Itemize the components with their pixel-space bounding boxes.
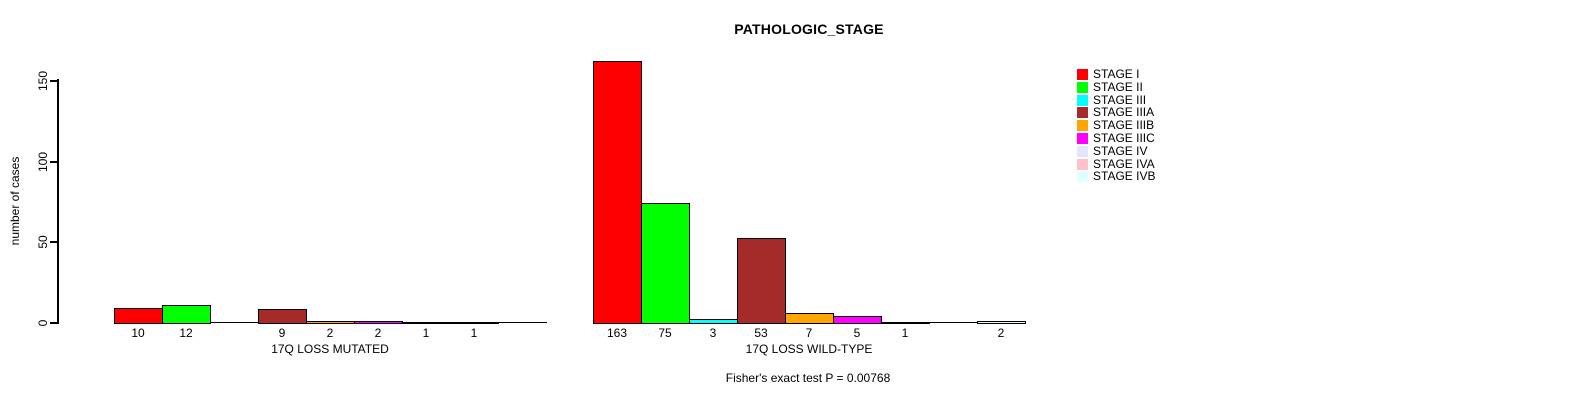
bar-value-label: 2 bbox=[326, 326, 334, 340]
y-tick-label: 100 bbox=[36, 151, 50, 173]
legend-swatch bbox=[1077, 133, 1088, 144]
bar-value-label: 53 bbox=[754, 326, 768, 340]
bar-stage-iiia bbox=[258, 309, 307, 324]
bar-stage-iiib bbox=[785, 313, 834, 324]
legend-swatch bbox=[1077, 107, 1088, 118]
bar-value-label: 12 bbox=[179, 326, 193, 340]
bar-stage-ivb bbox=[977, 321, 1026, 324]
legend-label: STAGE IVB bbox=[1093, 169, 1156, 183]
y-axis-line bbox=[57, 79, 59, 324]
chart-title: PATHOLOGIC_STAGE bbox=[734, 21, 884, 37]
bar-stage-iiic bbox=[354, 321, 403, 324]
y-tick-label: 0 bbox=[36, 319, 50, 327]
bar-stage-iv bbox=[881, 322, 930, 324]
x-group-label: 17Q LOSS WILD-TYPE bbox=[745, 342, 873, 356]
bar-stage-iiib bbox=[306, 321, 355, 324]
legend-label: STAGE I bbox=[1093, 67, 1140, 81]
legend-label: STAGE IVA bbox=[1093, 157, 1155, 171]
bar-stage-iva bbox=[929, 322, 978, 323]
legend-swatch bbox=[1077, 95, 1088, 106]
bar-stage-i bbox=[593, 61, 642, 324]
y-tick-label: 50 bbox=[36, 235, 50, 249]
bar-stage-iii bbox=[689, 319, 738, 324]
bar-value-label: 10 bbox=[131, 326, 145, 340]
legend-label: STAGE III bbox=[1093, 93, 1147, 107]
bar-value-label: 7 bbox=[805, 326, 813, 340]
legend-swatch bbox=[1077, 82, 1088, 93]
y-tick bbox=[50, 80, 58, 82]
legend-label: STAGE II bbox=[1093, 80, 1143, 94]
bar-stage-ii bbox=[162, 305, 211, 324]
bar-stage-iii bbox=[210, 322, 259, 323]
legend-swatch bbox=[1077, 159, 1088, 170]
bar-value-label: 9 bbox=[278, 326, 286, 340]
bar-stage-iva bbox=[450, 322, 499, 324]
y-tick bbox=[50, 161, 58, 163]
bar-stage-iiic bbox=[833, 316, 882, 324]
legend-swatch bbox=[1077, 69, 1088, 80]
y-axis-label: number of cases bbox=[8, 156, 22, 246]
annotation-fisher-test: Fisher's exact test P = 0.00768 bbox=[725, 371, 891, 385]
bar-value-label: 1 bbox=[470, 326, 478, 340]
y-tick bbox=[50, 322, 58, 324]
bar-stage-ivb bbox=[498, 322, 547, 323]
bar-value-label: 2 bbox=[997, 326, 1005, 340]
legend-label: STAGE IIIA bbox=[1093, 105, 1155, 119]
legend-swatch bbox=[1077, 171, 1088, 182]
bar-stage-ii bbox=[641, 203, 690, 324]
legend-label: STAGE IIIC bbox=[1093, 131, 1155, 145]
x-group-label: 17Q LOSS MUTATED bbox=[271, 342, 389, 356]
bar-value-label: 3 bbox=[709, 326, 717, 340]
y-tick bbox=[50, 241, 58, 243]
legend-swatch bbox=[1077, 120, 1088, 131]
bar-value-label: 2 bbox=[374, 326, 382, 340]
legend-label: STAGE IIIB bbox=[1093, 118, 1155, 132]
legend-swatch bbox=[1077, 146, 1088, 157]
y-tick-label: 150 bbox=[36, 70, 50, 92]
bar-value-label: 1 bbox=[901, 326, 909, 340]
bar-stage-iv bbox=[402, 322, 451, 324]
bar-value-label: 5 bbox=[853, 326, 861, 340]
bar-value-label: 1 bbox=[422, 326, 430, 340]
bar-value-label: 163 bbox=[606, 326, 628, 340]
legend-label: STAGE IV bbox=[1093, 144, 1148, 158]
bar-value-label: 75 bbox=[658, 326, 672, 340]
bar-stage-i bbox=[114, 308, 163, 324]
bar-stage-iiia bbox=[737, 238, 786, 324]
